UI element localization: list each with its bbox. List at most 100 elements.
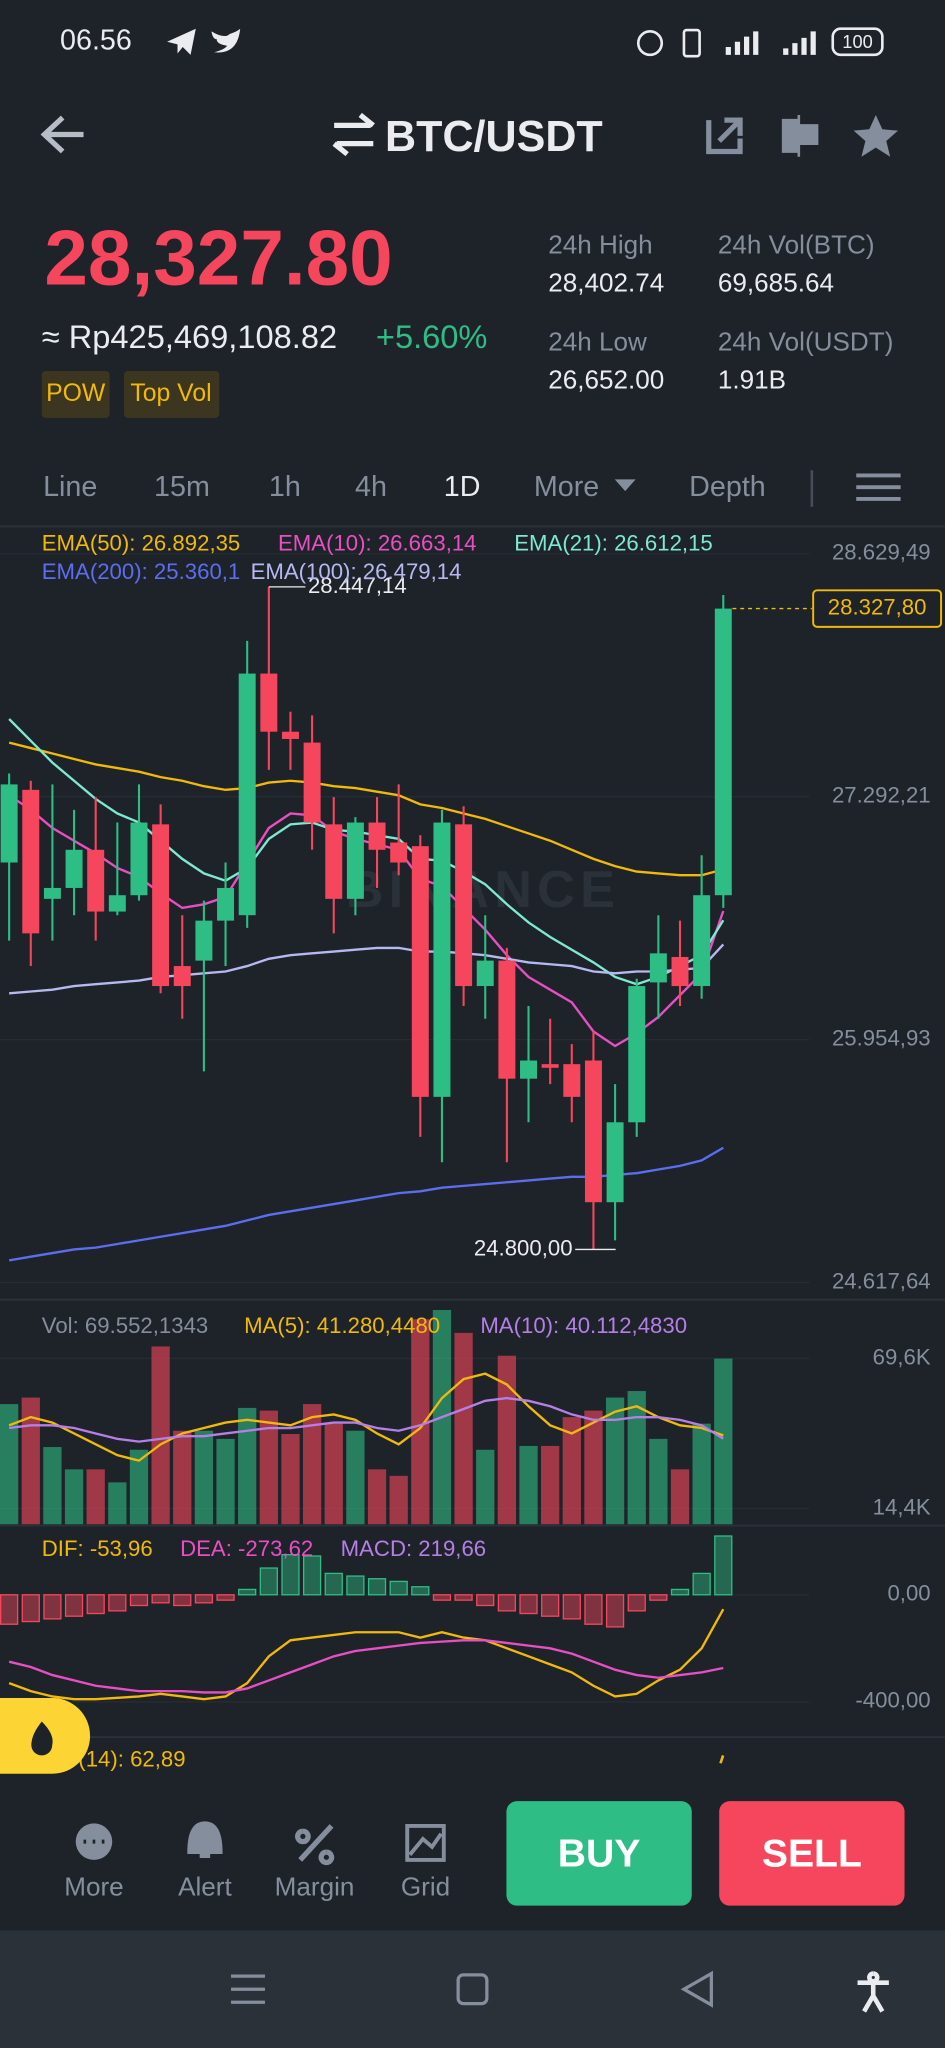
grid-icon[interactable] [405, 1823, 446, 1862]
candle-body [325, 824, 343, 899]
volume-bar [238, 1407, 257, 1525]
interval-tab[interactable]: Line [43, 471, 97, 503]
ema-line [8, 741, 724, 877]
toolbar-label[interactable]: Alert [178, 1872, 232, 1902]
candle-body [130, 822, 148, 896]
nav-menu[interactable] [231, 1974, 265, 2004]
candle-body [346, 822, 364, 899]
macd-bar [216, 1594, 235, 1601]
volume-bar [476, 1449, 495, 1525]
candle-body [476, 960, 494, 987]
rsi-line [719, 1755, 725, 1764]
battery-icon [831, 27, 884, 57]
legend: DIF: -53,96 [42, 1536, 153, 1561]
legend: MA(5): 41.280,4480 [244, 1313, 440, 1338]
candle-body [498, 960, 516, 1079]
more-tab[interactable]: More [534, 471, 599, 503]
candle-body [368, 822, 386, 850]
candle-body [65, 849, 83, 888]
stat-label: 24h High [548, 230, 652, 260]
favorite-icon[interactable] [853, 114, 899, 157]
candle-body [584, 1060, 602, 1203]
candle-body [520, 1060, 538, 1079]
high-annotation: 28.447,14 [308, 573, 407, 598]
candle-body [195, 920, 213, 961]
stat-value: 69,685.64 [718, 268, 834, 298]
macd-bar [367, 1578, 387, 1596]
legend: EMA(10): 26.663,14 [278, 531, 477, 556]
macd-bar [259, 1567, 278, 1596]
sell-label[interactable]: SELL [762, 1832, 862, 1875]
back-button[interactable] [40, 115, 84, 154]
sell-button[interactable] [719, 1801, 905, 1906]
buy-label[interactable]: BUY [558, 1832, 641, 1875]
stat-value: 28,402.74 [548, 268, 664, 298]
candle-body [541, 1064, 559, 1068]
toolbar-label[interactable]: More [64, 1872, 123, 1902]
volume-bar [86, 1469, 105, 1525]
share-icon[interactable] [706, 117, 743, 155]
macd-bar [476, 1594, 495, 1607]
volume-bar [21, 1397, 40, 1525]
volume-bar [64, 1469, 84, 1525]
candle-body [22, 789, 40, 934]
last-price-label: 28.327,80 [828, 594, 927, 619]
interval-tab[interactable]: 1h [269, 471, 301, 503]
alert-icon[interactable] [187, 1821, 223, 1858]
macd-bar [108, 1594, 127, 1612]
interval-tab-active[interactable]: 1D [444, 471, 481, 503]
swap-icon[interactable] [332, 112, 375, 157]
charts: 28.629,49 27.292,21 25.954,93 24.617,64 BINA… [0, 540, 943, 1713]
toolbar-label[interactable]: Margin [275, 1872, 355, 1902]
flame-icon [31, 1721, 53, 1756]
macd-bar [432, 1594, 452, 1601]
depth-tab[interactable]: Depth [689, 471, 766, 503]
candle-body [43, 887, 61, 899]
y-tick-label: 0,00 [887, 1581, 930, 1606]
settings-icon[interactable] [856, 473, 901, 501]
tag: POW [46, 380, 106, 407]
stat-value: 26,652.00 [548, 364, 664, 394]
margin-icon[interactable] [295, 1824, 335, 1866]
macd-bar [541, 1594, 560, 1617]
last-price: 28,327.80 [44, 214, 392, 302]
macd-bar [194, 1594, 214, 1604]
candle-body [671, 956, 689, 987]
interval-tab[interactable]: 4h [355, 471, 387, 503]
candle-body [649, 953, 667, 983]
candle-body [108, 895, 126, 912]
volume-bar [281, 1433, 300, 1525]
candle-body [152, 824, 170, 987]
nav-home[interactable] [456, 1973, 489, 2006]
volume-bar [367, 1469, 387, 1525]
macd-bar [692, 1572, 711, 1596]
volume-bar [173, 1430, 192, 1525]
candle-body [433, 822, 451, 1097]
candle-body [693, 895, 711, 987]
indicator-line [8, 1372, 724, 1462]
candle-body [563, 1064, 581, 1097]
macd-bar [649, 1594, 668, 1601]
buy-button[interactable] [506, 1801, 692, 1906]
candle-body [714, 608, 732, 896]
volume-bar [389, 1475, 408, 1525]
accessibility-icon[interactable] [857, 1971, 889, 2013]
legend: EMA(100): 26.479,14 [251, 559, 462, 584]
volume-bar [541, 1445, 560, 1525]
macd-bar [129, 1594, 149, 1607]
macd-bar [324, 1572, 343, 1596]
dropdown-arrow [614, 479, 636, 492]
ema-line [8, 794, 725, 1048]
toolbar-label[interactable]: Grid [401, 1872, 450, 1902]
interval-tab[interactable]: 15m [154, 471, 210, 503]
y-tick-label: -400,00 [855, 1688, 930, 1713]
volume-bar [302, 1404, 322, 1525]
y-tick-label: 69,6K [873, 1344, 931, 1369]
nav-back[interactable] [680, 1970, 713, 2008]
candle-body [606, 1122, 624, 1203]
watermark: BINANCE [346, 861, 620, 919]
legend: MA(10): 40.112,4830 [480, 1313, 687, 1338]
chart-icon[interactable] [781, 114, 819, 157]
rsi-legend: (14): 62,89 [78, 1747, 185, 1772]
